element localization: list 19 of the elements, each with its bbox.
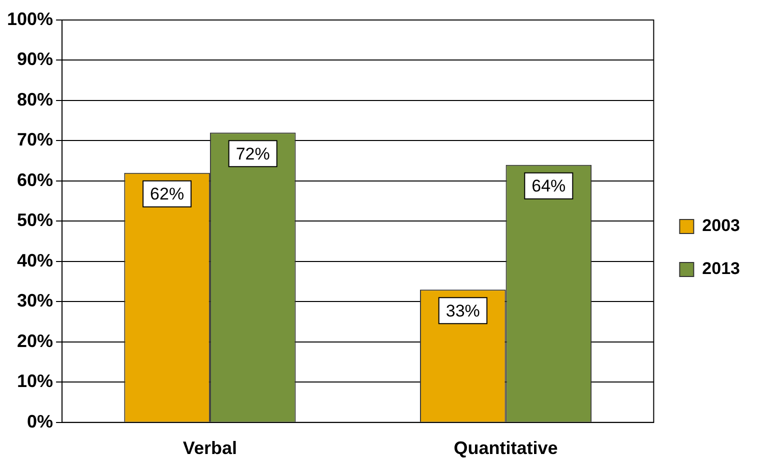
y-tick-label: 60% (17, 170, 54, 190)
x-tick-label: Quantitative (454, 438, 558, 458)
x-tick-label: Verbal (182, 438, 237, 458)
y-tick-label: 80% (17, 89, 54, 110)
y-tick-label: 100% (6, 8, 54, 29)
y-tick-label: 30% (17, 290, 54, 311)
data-label: 62% (150, 184, 184, 204)
y-tick-label: 90% (17, 49, 54, 70)
y-tick-label: 20% (17, 330, 54, 351)
data-label: 64% (532, 176, 566, 196)
y-tick-label: 10% (17, 371, 54, 392)
y-tick-label: 40% (17, 250, 54, 270)
legend-label: 2003 (702, 216, 740, 236)
y-tick-label: 70% (17, 130, 54, 150)
y-tick-label: 50% (17, 210, 54, 230)
data-label: 72% (236, 144, 270, 164)
legend-label: 2013 (702, 259, 740, 278)
data-label: 33% (446, 301, 480, 320)
y-tick-label: 0% (27, 411, 54, 432)
